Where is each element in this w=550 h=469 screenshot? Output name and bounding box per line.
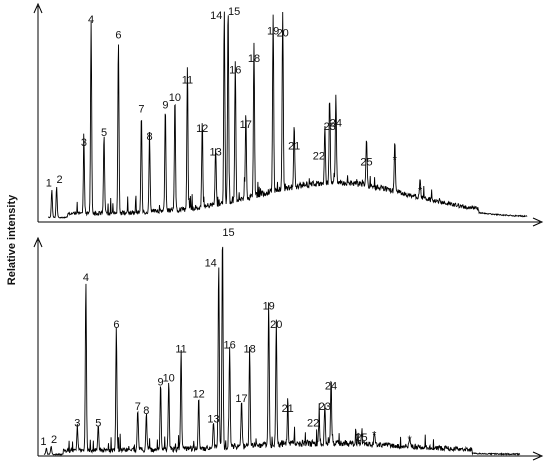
- y-axis-label: Relative intensity: [6, 194, 18, 285]
- peak-label: 2: [57, 174, 63, 186]
- peak-label: 12: [193, 389, 205, 401]
- bottom-x-arrowhead: [532, 451, 544, 461]
- peak-label: 20: [277, 28, 289, 40]
- peak-label: 12: [196, 123, 208, 135]
- peak-label: 24: [325, 381, 337, 393]
- peak-label: 13: [209, 147, 221, 159]
- bottom-trace: [43, 246, 521, 456]
- peak-label: 3: [81, 137, 87, 149]
- peak-label: 11: [175, 344, 186, 356]
- peak-label: 10: [169, 92, 181, 104]
- peak-label: 25: [355, 432, 367, 444]
- peak-label: 19: [263, 301, 275, 313]
- peak-label: 5: [95, 417, 101, 429]
- peak-label: 16: [223, 340, 235, 352]
- peak-label: 3: [74, 417, 80, 429]
- peak-label: 2: [51, 434, 57, 446]
- peak-label: 24: [330, 117, 342, 129]
- peak-label: 20: [270, 319, 282, 331]
- peak-label: 23: [324, 121, 336, 133]
- peak-label: 9: [158, 376, 164, 388]
- peak-label: 18: [248, 53, 260, 65]
- peak-label: 17: [240, 119, 252, 131]
- top-trace: [47, 11, 528, 219]
- peak-label: 14: [210, 10, 222, 22]
- peak-label: 18: [243, 344, 255, 356]
- peak-label: 15: [228, 6, 240, 18]
- peak-label: 25: [360, 156, 372, 168]
- peak-label: 16: [229, 65, 241, 77]
- peak-label: 7: [135, 401, 141, 413]
- peak-label: 8: [146, 131, 152, 143]
- peak-label: 9: [162, 100, 168, 112]
- peak-label: 21: [288, 141, 300, 153]
- chromatogram-signal-line: [43, 246, 521, 456]
- peak-label: 10: [163, 372, 175, 384]
- peak-label: 1: [40, 436, 46, 448]
- top-y-arrowhead: [33, 2, 43, 14]
- peak-label: 4: [88, 14, 94, 26]
- peak-label: 4: [83, 272, 89, 284]
- peak-label: 17: [235, 393, 247, 405]
- peak-label: 11: [182, 74, 193, 86]
- peak-label: 5: [101, 127, 107, 139]
- peak-label: 7: [138, 104, 144, 116]
- peak-label: 13: [207, 413, 219, 425]
- peak-label: 21: [282, 403, 294, 415]
- peak-label: *: [407, 434, 412, 446]
- peak-label: 15: [222, 227, 234, 239]
- peak-label: *: [372, 430, 377, 442]
- peak-label: 23: [319, 401, 331, 413]
- top-x-arrowhead: [532, 217, 544, 227]
- peak-label: *: [393, 154, 398, 166]
- peak-label: 22: [307, 417, 319, 429]
- peak-label: 1: [46, 178, 52, 190]
- peak-label: 22: [313, 150, 325, 162]
- peak-label: 8: [143, 405, 149, 417]
- peak-label: 6: [113, 319, 119, 331]
- bottom-y-arrowhead: [33, 236, 43, 248]
- peak-label: *: [418, 186, 423, 198]
- chromatogram-signal-line: [47, 11, 528, 219]
- peak-label: 19: [267, 26, 279, 38]
- peak-label: 6: [115, 30, 121, 42]
- peak-label: 14: [205, 258, 217, 270]
